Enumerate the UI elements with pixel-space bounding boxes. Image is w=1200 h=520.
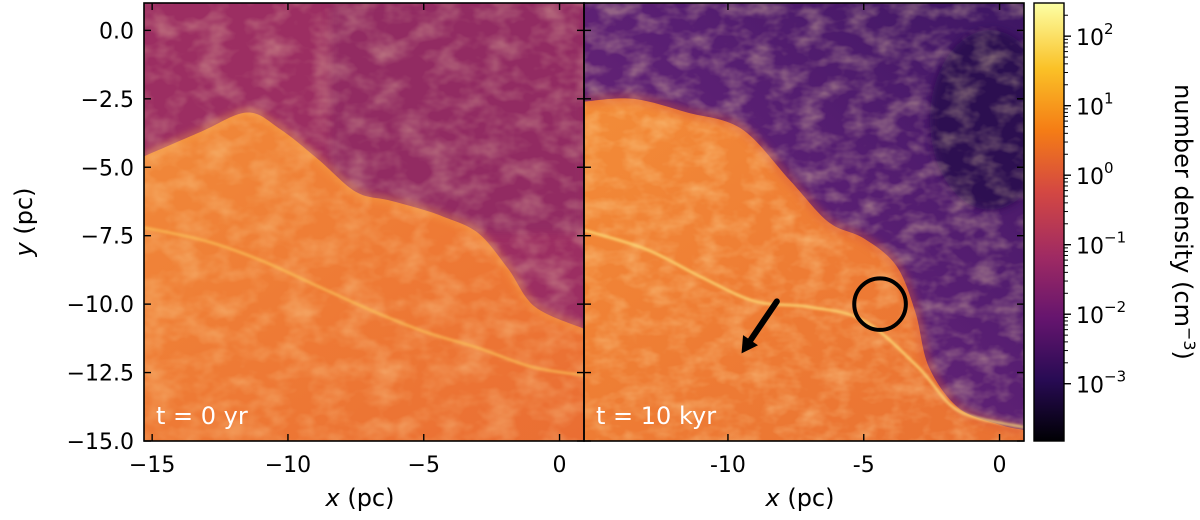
- colorbar-tick-label: 10−2: [1076, 298, 1126, 329]
- colorbar-tick-exp: −3: [1104, 368, 1126, 386]
- colorbar-tick-exp: −2: [1104, 298, 1126, 316]
- panel-0-filament: [144, 226, 584, 377]
- y-tick-label: −10.0: [67, 293, 134, 318]
- colorbar-tick-exp: −1: [1104, 229, 1126, 247]
- x-tick-label: 0: [993, 453, 1007, 478]
- panel-0-x-axis-label: x (pc): [325, 484, 395, 512]
- panel-1-texture: [584, 3, 1024, 441]
- panel-1-x-axis-label: x (pc): [765, 484, 835, 512]
- colorbar-label: number density (cm−3): [1169, 84, 1199, 360]
- y-tick-label: −7.5: [81, 225, 134, 250]
- y-axis-unit: (pc): [10, 188, 38, 243]
- colorbar-tick-exp: 0: [1104, 159, 1114, 177]
- y-tick-label: −5.0: [81, 156, 134, 181]
- panel-0: [144, 3, 584, 441]
- panel-0-time-label: t = 0 yr: [156, 402, 248, 430]
- colorbar-tick-base: 10: [1076, 26, 1104, 51]
- colorbar-tick-label: 10−3: [1076, 368, 1126, 399]
- colorbar: [1033, 2, 1065, 442]
- x-tick-label: 0: [553, 453, 567, 478]
- colorbar-label-exp: −3: [1180, 327, 1199, 351]
- panel-1-time-label: t = 10 kyr: [596, 402, 716, 430]
- x-tick-label: -10: [710, 453, 746, 478]
- x-tick-label: −15: [129, 453, 175, 478]
- y-tick-label: −2.5: [81, 88, 134, 113]
- colorbar-tick-label: 100: [1076, 159, 1114, 190]
- panel-1-x-axis-unit: (pc): [780, 484, 835, 512]
- panel-1-front: [584, 94, 1024, 435]
- colorbar-tick-exp: 2: [1104, 20, 1114, 38]
- y-axis-symbol: y: [10, 242, 38, 258]
- colorbar-tick-base: 10: [1076, 235, 1104, 260]
- colorbar-tick-base: 10: [1076, 304, 1104, 329]
- colorbar-tick-label: 101: [1076, 90, 1114, 121]
- panel-1-filament: [584, 229, 1024, 429]
- colorbar-tick-base: 10: [1076, 374, 1104, 399]
- tick-labels: 0.0 −2.5 −5.0 −7.5 −10.0 −12.5 −15.0−15 −10 −5 0 -…: [67, 19, 1007, 478]
- y-tick-label: −15.0: [67, 430, 134, 455]
- y-axis-label: y (pc): [10, 188, 38, 258]
- annotation-arrow-shaft: [744, 298, 780, 348]
- panel-0-x-axis-unit: (pc): [340, 484, 395, 512]
- panel-1-frame: [583, 2, 1025, 442]
- panel-0-texture: [144, 3, 584, 441]
- colorbar-label-text: number density (cm: [1169, 84, 1197, 327]
- annotation-circle: [852, 276, 908, 332]
- panel-0-front: [144, 109, 584, 332]
- y-tick-label: 0.0: [99, 19, 134, 44]
- y-tick-label: −12.5: [67, 362, 134, 387]
- panel-0-x-axis-symbol: x: [325, 484, 341, 512]
- annotation-arrow-head: [741, 335, 758, 354]
- panel-1: [584, 3, 1024, 441]
- colorbar-tick-exp: 1: [1104, 90, 1114, 108]
- colorbar-tick-label: 102: [1076, 20, 1114, 51]
- tick-marks: [144, 3, 1024, 442]
- x-tick-label: −5: [408, 453, 440, 478]
- colorbar-tick-base: 10: [1076, 165, 1104, 190]
- panel-1-x-axis-symbol: x: [765, 484, 781, 512]
- x-tick-label: −10: [265, 453, 311, 478]
- colorbar-tick-label: 10−1: [1076, 229, 1126, 260]
- colorbar-tick-base: 10: [1076, 96, 1104, 121]
- x-tick-label: -5: [853, 453, 875, 478]
- colorbar-label-close: ): [1169, 351, 1197, 360]
